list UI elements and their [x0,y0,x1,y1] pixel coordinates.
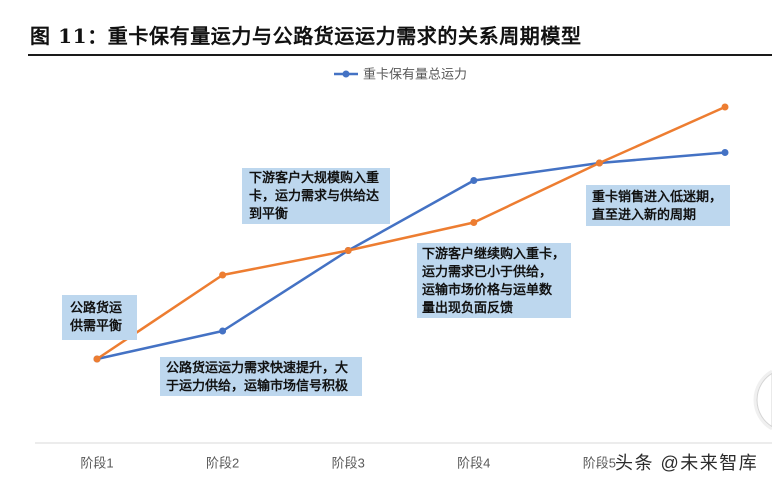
x-axis-tick-labels: 阶段1 阶段2 阶段3 阶段4 阶段5 [80,456,616,471]
x-tick-label: 阶段2 [206,456,239,471]
series-2-point [595,159,603,167]
floating-button-shadow [753,369,772,431]
annotation-line: 供需平衡 [70,318,123,333]
series-2-point [721,103,729,111]
annotation-line: 到平衡 [249,206,289,221]
series-2-point [344,247,352,254]
series-2-line [96,105,726,361]
x-tick-label: 阶段5 [583,456,616,471]
annotation-line: 卡，运力需求与供给达 [249,188,380,203]
series-1-point [721,149,729,156]
series-2-point [470,219,478,226]
x-tick-label: 阶段4 [457,456,490,471]
figure-title: 图 11：重卡保有量运力与公路货运运力需求的关系周期模型 [30,24,582,48]
legend: 重卡保有量总运力 [334,67,467,82]
annotation-box-3: 下游客户大规模购入重 卡，运力需求与供给达 到平衡 [242,168,390,224]
annotation-line: 重卡销售进入低迷期， [592,188,723,204]
series-1-point [470,177,478,184]
annotation-line: 公路货运运力需求快速提升，大 [166,359,349,375]
annotation-box-4: 下游客户继续购入重卡， 运力需求已小于供给， 运输市场价格与运单数 量出现负面反… [417,243,571,318]
title-divider [28,54,772,56]
annotation-box-2: 公路货运运力需求快速提升，大 于运力供给，运输市场信号积极 [160,357,362,396]
plot-marks [93,103,729,363]
annotation-line: 于运力供给，运输市场信号积极 [166,377,349,393]
annotation-line: 量出现负面反馈 [422,299,514,315]
floating-button[interactable] [756,372,772,428]
series-1-line [96,151,726,361]
series-2-point [219,271,227,279]
legend-marker-swatch [342,70,350,78]
annotation-line: 直至进入新的周期 [592,206,697,222]
series-2-point [93,355,101,363]
annotation-box-1: 公路货运 供需平衡 [62,295,137,340]
annotation-line: 下游客户继续购入重卡， [422,245,566,261]
annotation-box-5: 重卡销售进入低迷期， 直至进入新的周期 [586,185,730,226]
annotation-line: 运输市场价格与运单数 [422,281,553,297]
annotation-line: 下游客户大规模购入重 [249,170,380,185]
watermark: 头条 @未来智库 [615,453,759,473]
series-1-point [219,327,227,335]
x-tick-label: 阶段1 [80,456,113,471]
annotation-line: 公路货运 [70,300,123,315]
legend-label: 重卡保有量总运力 [363,67,467,82]
annotation-line: 运力需求已小于供给， [422,263,553,279]
x-tick-label: 阶段3 [332,456,365,471]
